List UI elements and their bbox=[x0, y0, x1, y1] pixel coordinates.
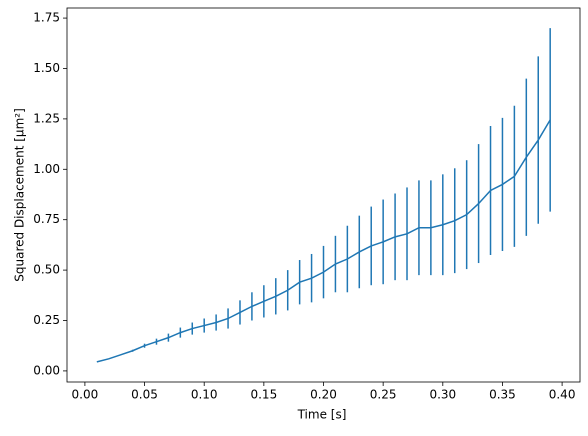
line bbox=[96, 119, 551, 363]
x-tick-label: 0.15 bbox=[250, 388, 277, 402]
y-tick-label: 0.00 bbox=[33, 363, 60, 377]
x-tick-label: 0.20 bbox=[310, 388, 337, 402]
y-tick-label: 0.75 bbox=[33, 212, 60, 226]
y-axis-label: Squared Displacement [μm²] bbox=[13, 108, 27, 281]
x-tick-label: 0.25 bbox=[370, 388, 397, 402]
x-tick-label: 0.10 bbox=[191, 388, 218, 402]
x-tick-label: 0.40 bbox=[549, 388, 576, 402]
x-tick-label: 0.05 bbox=[131, 388, 158, 402]
y-tick-label: 1.50 bbox=[33, 61, 60, 75]
y-tick-label: 1.00 bbox=[33, 162, 60, 176]
y-tick-label: 0.25 bbox=[33, 313, 60, 327]
y-tick-label: 0.50 bbox=[33, 263, 60, 277]
x-axis-label: Time [s] bbox=[297, 408, 347, 422]
x-tick-label: 0.30 bbox=[429, 388, 456, 402]
y-tick-label: 1.75 bbox=[33, 11, 60, 25]
x-tick-label: 0.35 bbox=[489, 388, 516, 402]
x-tick-label: 0.00 bbox=[72, 388, 99, 402]
y-tick-label: 1.25 bbox=[33, 111, 60, 125]
